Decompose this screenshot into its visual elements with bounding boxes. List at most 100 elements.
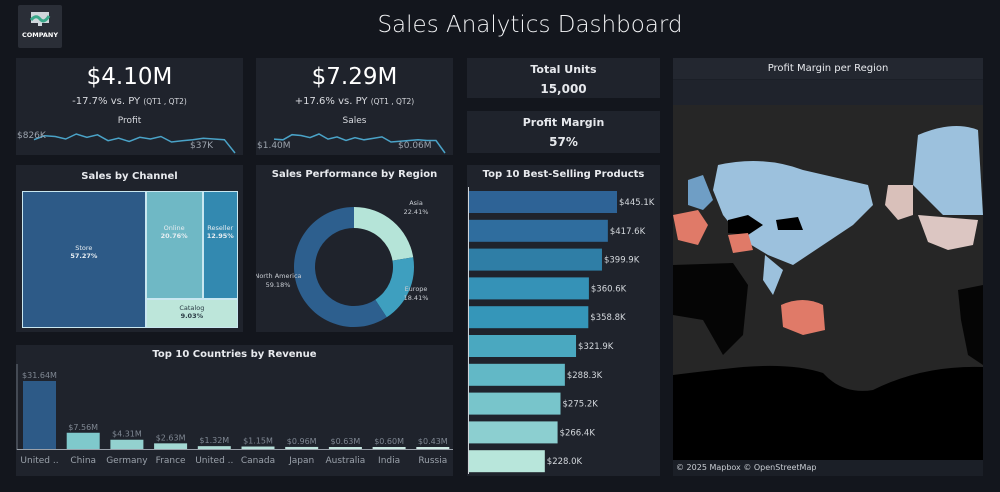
country-bar <box>197 446 231 449</box>
slice-value: 18.41% <box>404 294 429 302</box>
cell-label: Online <box>163 224 185 233</box>
country-bar <box>416 447 450 449</box>
country-bar <box>285 446 319 449</box>
bar-value-label: $4.31M <box>112 430 142 439</box>
bar-value-label: $321.9K <box>578 342 614 352</box>
stat-value: 57% <box>549 135 578 149</box>
bar-value-label: $445.1K <box>619 198 655 208</box>
stat-value: 15,000 <box>540 82 587 96</box>
chart-title: Top 10 Countries by Revenue <box>152 349 317 360</box>
donut-slice-europe <box>375 257 414 318</box>
bar-value-label: $2.63M <box>156 433 186 442</box>
kpi-change: -17.7% vs. PY (QT1 , QT2) <box>72 96 187 107</box>
kpi-profit: $4.10M -17.7% vs. PY (QT1 , QT2) Profit … <box>16 58 243 155</box>
country-label: Australia <box>325 456 365 466</box>
slice-label: Asia <box>409 199 423 207</box>
country-bar <box>154 443 188 449</box>
stat-total-units: Total Units 15,000 <box>467 58 660 98</box>
country-bar <box>66 432 100 449</box>
country-label: United .. <box>195 456 233 466</box>
bar-value-label: $417.6K <box>610 227 646 237</box>
cell-value: 9.03% <box>180 312 204 321</box>
sparkline-path <box>33 133 236 154</box>
donut-slice-asia <box>354 207 414 261</box>
bar-value-label: $358.8K <box>590 313 626 323</box>
product-bar <box>469 219 608 242</box>
region-europe[interactable] <box>673 210 708 245</box>
profit-sparkline <box>33 133 236 154</box>
region-australia[interactable] <box>781 300 825 335</box>
bar-value-label: $0.43M <box>418 437 448 446</box>
stat-profit-margin: Profit Margin 57% <box>467 111 660 153</box>
top-products-panel: Top 10 Best-Selling Products $445.1K $417… <box>467 165 660 476</box>
country-bar <box>23 381 56 449</box>
cell-label: Catalog <box>179 304 205 313</box>
bar-value-label: $228.0K <box>547 457 583 467</box>
sparkline-path <box>273 133 446 154</box>
bar-value-label: $360.6K <box>591 284 627 294</box>
kpi-label: Profit <box>117 116 142 126</box>
bar-value-label: $288.3K <box>567 371 603 381</box>
region-usa[interactable] <box>918 215 978 250</box>
region-canada[interactable] <box>913 126 983 215</box>
country-label: Russia <box>418 456 447 466</box>
kpi-value: $7.29M <box>311 64 398 90</box>
kpi-change: +17.6% vs. PY (QT1 , QT2) <box>294 96 415 107</box>
sales-sparkline <box>273 133 446 154</box>
spark-start-label: $1.40M <box>257 141 291 151</box>
chart-title: Top 10 Best-Selling Products <box>482 169 645 180</box>
spark-end-label: $37K <box>190 141 214 151</box>
cell-value: 12.95% <box>206 232 234 241</box>
treemap-cell-catalog[interactable]: Catalog 9.03% <box>145 299 238 328</box>
sales-by-region-panel: Sales Performance by Region Asia 22.41% Eu… <box>256 165 453 332</box>
stat-label: Profit Margin <box>522 116 605 129</box>
bar-value-label: $266.4K <box>560 428 596 438</box>
kpi-value: $4.10M <box>86 64 173 90</box>
bar-value-label: $1.15M <box>243 437 273 446</box>
bar-value-label: $1.32M <box>199 436 229 445</box>
slice-value: 22.41% <box>404 208 429 216</box>
cell-value: 20.76% <box>160 232 188 241</box>
spark-end-label: $0.06M <box>398 141 432 151</box>
kpi-sales: $7.29M +17.6% vs. PY (QT1 , QT2) Sales $… <box>256 58 453 155</box>
product-bar <box>469 306 589 329</box>
chart-title: Profit Margin per Region <box>767 63 889 74</box>
product-bar <box>469 450 545 473</box>
stat-label: Total Units <box>530 63 597 76</box>
cell-label: Store <box>75 244 93 253</box>
treemap-cell-online[interactable]: Online 20.76% <box>145 191 203 300</box>
bar-value-label: $7.56M <box>68 423 98 432</box>
bar-value-label: $399.9K <box>604 256 640 266</box>
product-bar <box>469 421 558 444</box>
cell-value: 57.27% <box>70 252 98 261</box>
product-bar <box>469 392 561 415</box>
products-bar-chart: $445.1K $417.6K $399.9K $360.6K $358.8K $321.… <box>468 187 655 474</box>
page-title: Sales Analytics Dashboard <box>377 12 683 38</box>
region-asia[interactable] <box>713 161 873 265</box>
product-bar <box>469 191 617 213</box>
bar-value-label: $0.63M <box>330 437 360 446</box>
map-attribution[interactable]: © 2025 Mapbox © OpenStreetMap <box>676 463 817 472</box>
bar-value-label: $31.64M <box>22 371 57 380</box>
sales-by-channel-panel: Sales by Channel Store 57.27% Online 20.76%… <box>16 165 243 332</box>
product-bar <box>469 248 602 271</box>
company-logo: COMPANY <box>18 5 62 48</box>
country-label: United .. <box>20 456 58 466</box>
country-bar <box>372 447 406 449</box>
kpi-label: Sales <box>342 116 367 126</box>
treemap-cell-reseller[interactable]: Reseller 12.95% <box>202 191 238 300</box>
profit-map-panel: Profit Margin per Region © 2025 Mapbox ©… <box>673 58 983 476</box>
chart-title: Sales by Channel <box>81 171 178 182</box>
treemap-cell-store[interactable]: Store 57.27% <box>22 191 146 328</box>
slice-label: Europe <box>405 285 428 293</box>
country-label: Germany <box>106 456 148 466</box>
countries-bar-chart: $31.64M United .. $7.56M China $4.31M Germany… <box>16 364 453 466</box>
slice-label: North America <box>256 272 302 280</box>
top-countries-panel: Top 10 Countries by Revenue $31.64M Unite… <box>16 345 453 476</box>
world-map[interactable] <box>673 105 983 460</box>
region-alaska[interactable] <box>885 185 913 220</box>
monitor-icon <box>29 12 51 26</box>
donut-slice-north-america <box>294 207 387 327</box>
country-label: Japan <box>288 456 314 466</box>
